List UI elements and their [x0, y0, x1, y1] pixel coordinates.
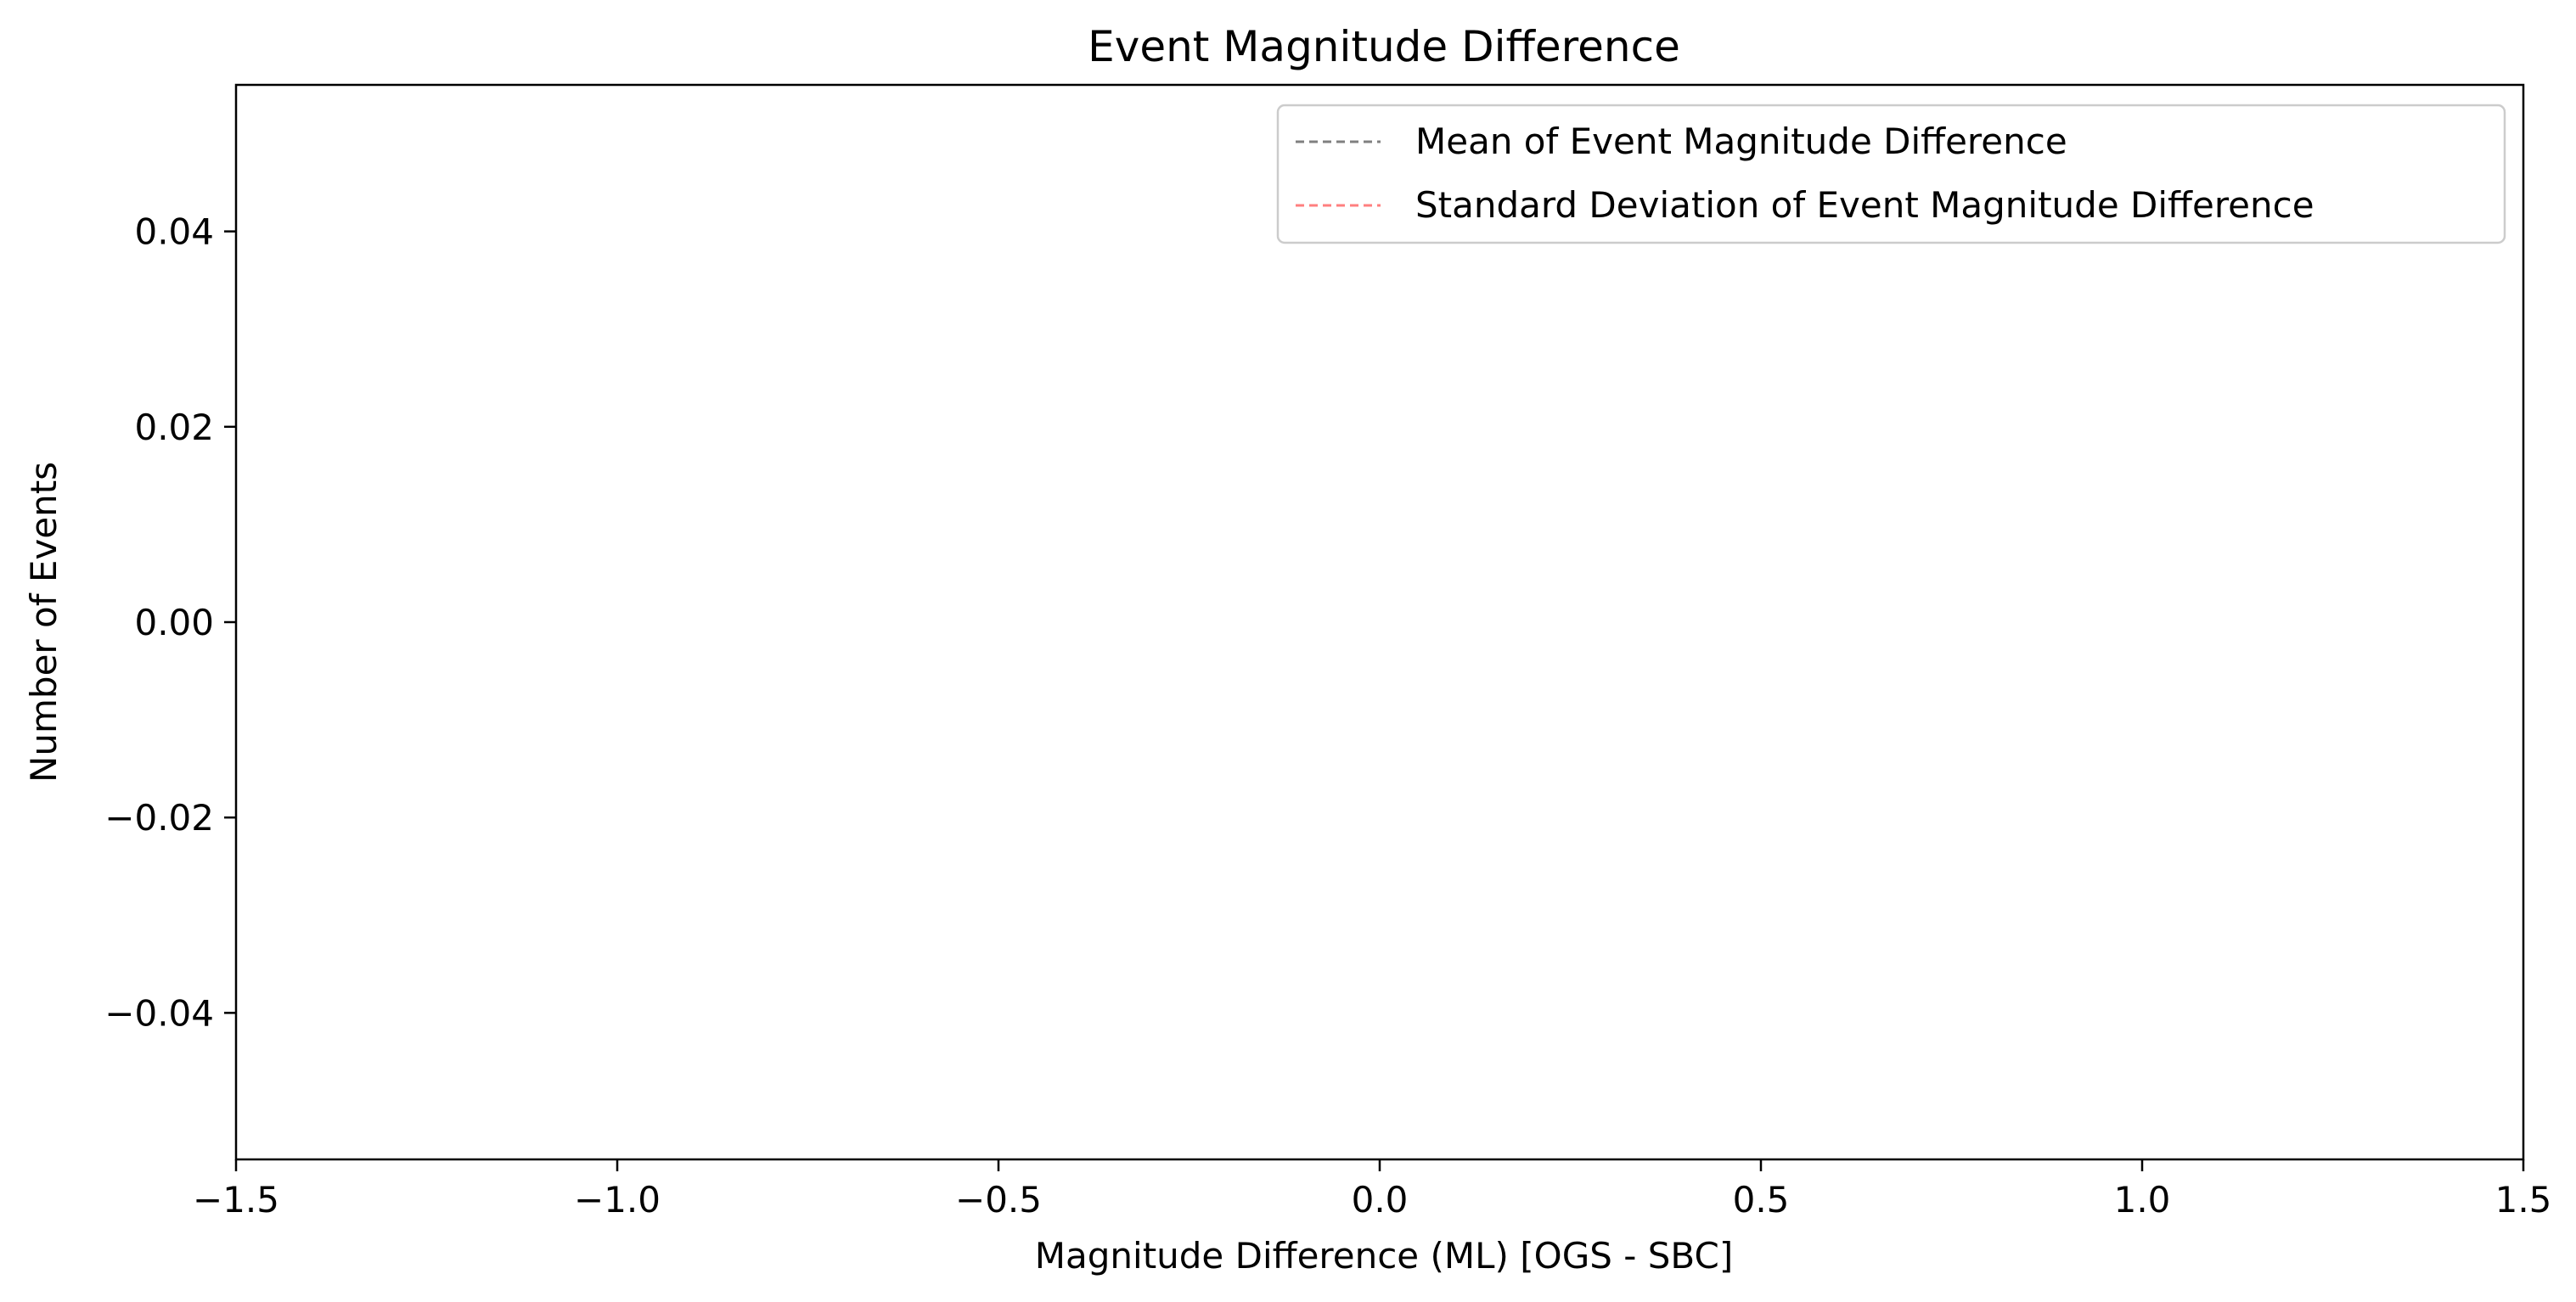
y-tick-label: −0.02	[104, 797, 214, 839]
legend-entry-mean: Mean of Event Magnitude Difference	[1415, 121, 2067, 162]
legend-entry-std: Standard Deviation of Event Magnitude Di…	[1415, 184, 2314, 226]
x-tick-label: −0.5	[955, 1179, 1042, 1221]
x-axis-label: Magnitude Difference (ML) [OGS - SBC]	[1035, 1235, 1733, 1277]
x-tick-label: −1.5	[193, 1179, 279, 1221]
y-tick-label: −0.04	[104, 992, 214, 1034]
x-axis: −1.5 −1.0 −0.5 0.0 0.5 1.0 1.5	[193, 1159, 2551, 1221]
y-axis-label: Number of Events	[23, 462, 65, 783]
x-tick-label: 1.0	[2114, 1179, 2171, 1221]
x-tick-label: 1.5	[2495, 1179, 2552, 1221]
y-axis: 0.04 0.02 0.00 −0.02 −0.04	[104, 211, 236, 1034]
legend-box	[1276, 104, 2506, 244]
chart-title: Event Magnitude Difference	[1088, 22, 1680, 71]
x-tick-label: 0.0	[1352, 1179, 1409, 1221]
y-tick-label: 0.04	[134, 211, 214, 253]
y-tick-label: 0.02	[134, 407, 214, 448]
y-tick-label: 0.00	[134, 602, 214, 643]
legend: Mean of Event Magnitude Difference Stand…	[1276, 104, 2506, 244]
x-tick-label: 0.5	[1733, 1179, 1790, 1221]
x-tick-label: −1.0	[574, 1179, 661, 1221]
